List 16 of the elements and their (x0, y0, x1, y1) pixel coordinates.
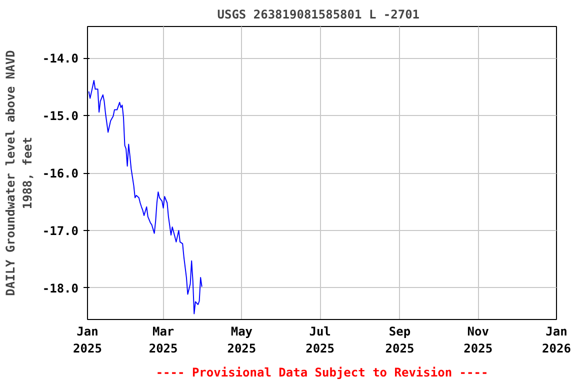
x-tick-label: Jan 2026 (542, 324, 571, 356)
x-tick-label: May 2025 (227, 324, 256, 356)
y-tick-label: -18.0 (42, 281, 78, 296)
y-tick-label: -16.0 (42, 166, 78, 180)
y-axis-title: DAILY Groundwater level above NAVD 1988, feet (4, 50, 34, 296)
chart-title: USGS 263819081585801 L -2701 (217, 8, 420, 22)
y-tick-label: -15.0 (42, 109, 78, 124)
line-series (88, 80, 202, 314)
x-tick-label: Sep 2025 (385, 324, 414, 356)
text: ---- Provisional Data Subject to Revision ---- (156, 366, 488, 380)
y-tick-label: -17.0 (42, 224, 78, 238)
x-tick-label: Nov 2025 (464, 324, 493, 356)
x-tick-label: Mar 2025 (148, 324, 178, 356)
x-tick-label: Jul 2025 (306, 324, 335, 356)
x-tick-label: Jan 2025 (73, 324, 102, 356)
y-tick-label: -14.0 (42, 52, 78, 66)
